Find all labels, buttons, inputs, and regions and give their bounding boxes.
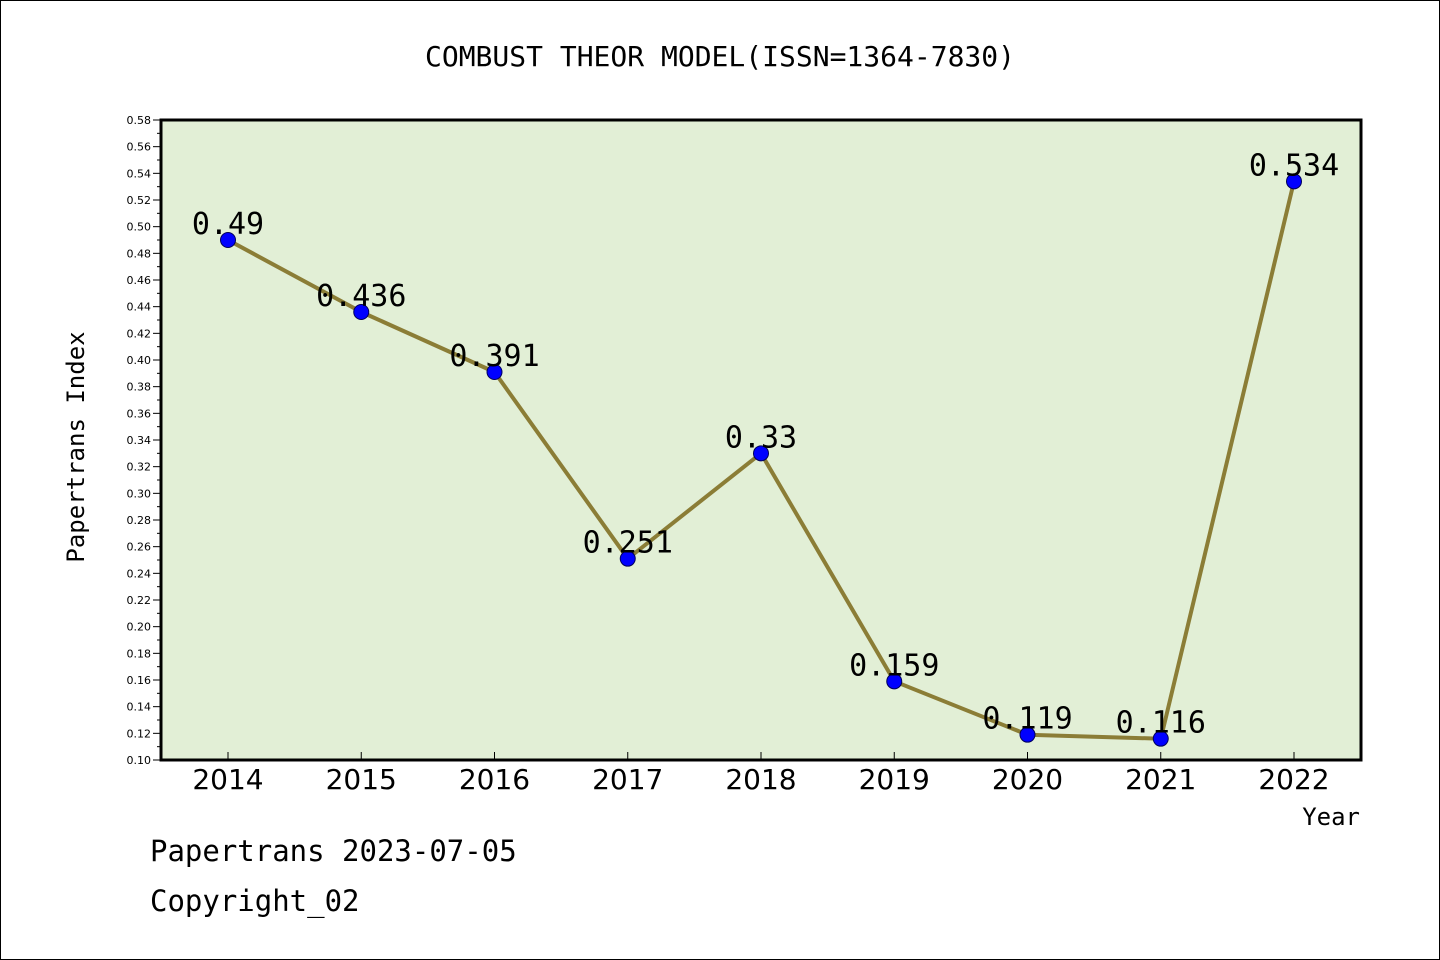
data-label: 0.251: [583, 526, 673, 561]
y-tick-label: 0.38: [127, 381, 152, 394]
data-label: 0.33: [725, 420, 797, 455]
data-point: [353, 304, 370, 320]
y-tick-label: 0.50: [127, 221, 152, 234]
y-tick-label: 0.54: [127, 167, 152, 180]
y-tick-label: 0.18: [127, 647, 152, 660]
data-point: [886, 673, 903, 690]
data-label: 0.391: [449, 339, 539, 374]
x-tick-label: 2015: [326, 763, 397, 796]
chart-title: COMBUST THEOR MODEL(ISSN=1364-7830): [425, 40, 1015, 73]
x-tick-label: 2022: [1258, 763, 1329, 796]
data-point: [1152, 730, 1169, 747]
data-point: [753, 445, 769, 462]
y-tick-label: 0.46: [127, 274, 152, 287]
y-tick-label: 0.42: [127, 327, 152, 340]
y-tick-label: 0.40: [127, 354, 152, 367]
footer-copyright: Copyright_02: [150, 884, 360, 918]
y-tick-label: 0.34: [127, 434, 152, 447]
data-point: [1286, 173, 1302, 190]
data-label: 0.534: [1249, 148, 1339, 183]
y-tick-label: 0.16: [127, 674, 152, 687]
x-tick-label: 2014: [192, 763, 263, 796]
data-labels: 0.49 0.436 0.391 0.251 0.33 0.159 0.119 0.116 0.…: [192, 148, 1339, 740]
x-tick-label: 2019: [859, 763, 930, 796]
data-markers: [220, 173, 1302, 747]
data-label: 0.49: [192, 207, 264, 242]
y-tick-label: 0.26: [127, 541, 152, 554]
data-label: 0.116: [1116, 706, 1206, 741]
data-point: [220, 232, 236, 248]
data-point: [619, 550, 636, 567]
y-tick-label: 0.30: [127, 487, 152, 500]
data-label: 0.119: [982, 702, 1072, 737]
x-tick-label: 2017: [592, 763, 663, 796]
y-tick-label: 0.10: [127, 754, 152, 767]
y-tick-label: 0.12: [127, 727, 152, 740]
x-tick-label: 2016: [459, 763, 530, 796]
x-tick-label: 2020: [992, 763, 1063, 796]
y-axis: 0.10 0.12 0.14 0.16 0.18 0.20 0.22 0.24 0.26 0.28…: [127, 114, 161, 767]
x-tick-label: 2018: [725, 763, 796, 796]
y-tick-label: 0.48: [127, 247, 152, 260]
y-tick-label: 0.22: [127, 594, 152, 607]
footer-date: Papertrans 2023-07-05: [150, 834, 517, 868]
x-tick-label: 2021: [1125, 763, 1196, 796]
y-tick-label: 0.44: [127, 301, 152, 314]
y-tick-label: 0.52: [127, 194, 152, 207]
data-point: [486, 364, 503, 380]
y-tick-label: 0.32: [127, 461, 152, 474]
y-tick-label: 0.28: [127, 514, 152, 527]
x-axis-label: Year: [1302, 803, 1360, 831]
plot-area: [159, 118, 1363, 762]
y-tick-label: 0.24: [127, 567, 152, 580]
data-point: [1019, 726, 1036, 743]
y-tick-label: 0.20: [127, 621, 152, 634]
y-tick-label: 0.36: [127, 407, 152, 420]
y-axis-label: Papertrans Index: [62, 331, 90, 562]
y-tick-label: 0.56: [127, 141, 152, 154]
data-label: 0.159: [849, 648, 939, 683]
data-label: 0.436: [316, 279, 406, 314]
y-tick-label: 0.58: [127, 114, 152, 127]
x-axis: 2014 2015 2016 2017 2018 2019 2020 2021 2022: [192, 752, 1330, 796]
y-tick-label: 0.14: [127, 701, 152, 714]
